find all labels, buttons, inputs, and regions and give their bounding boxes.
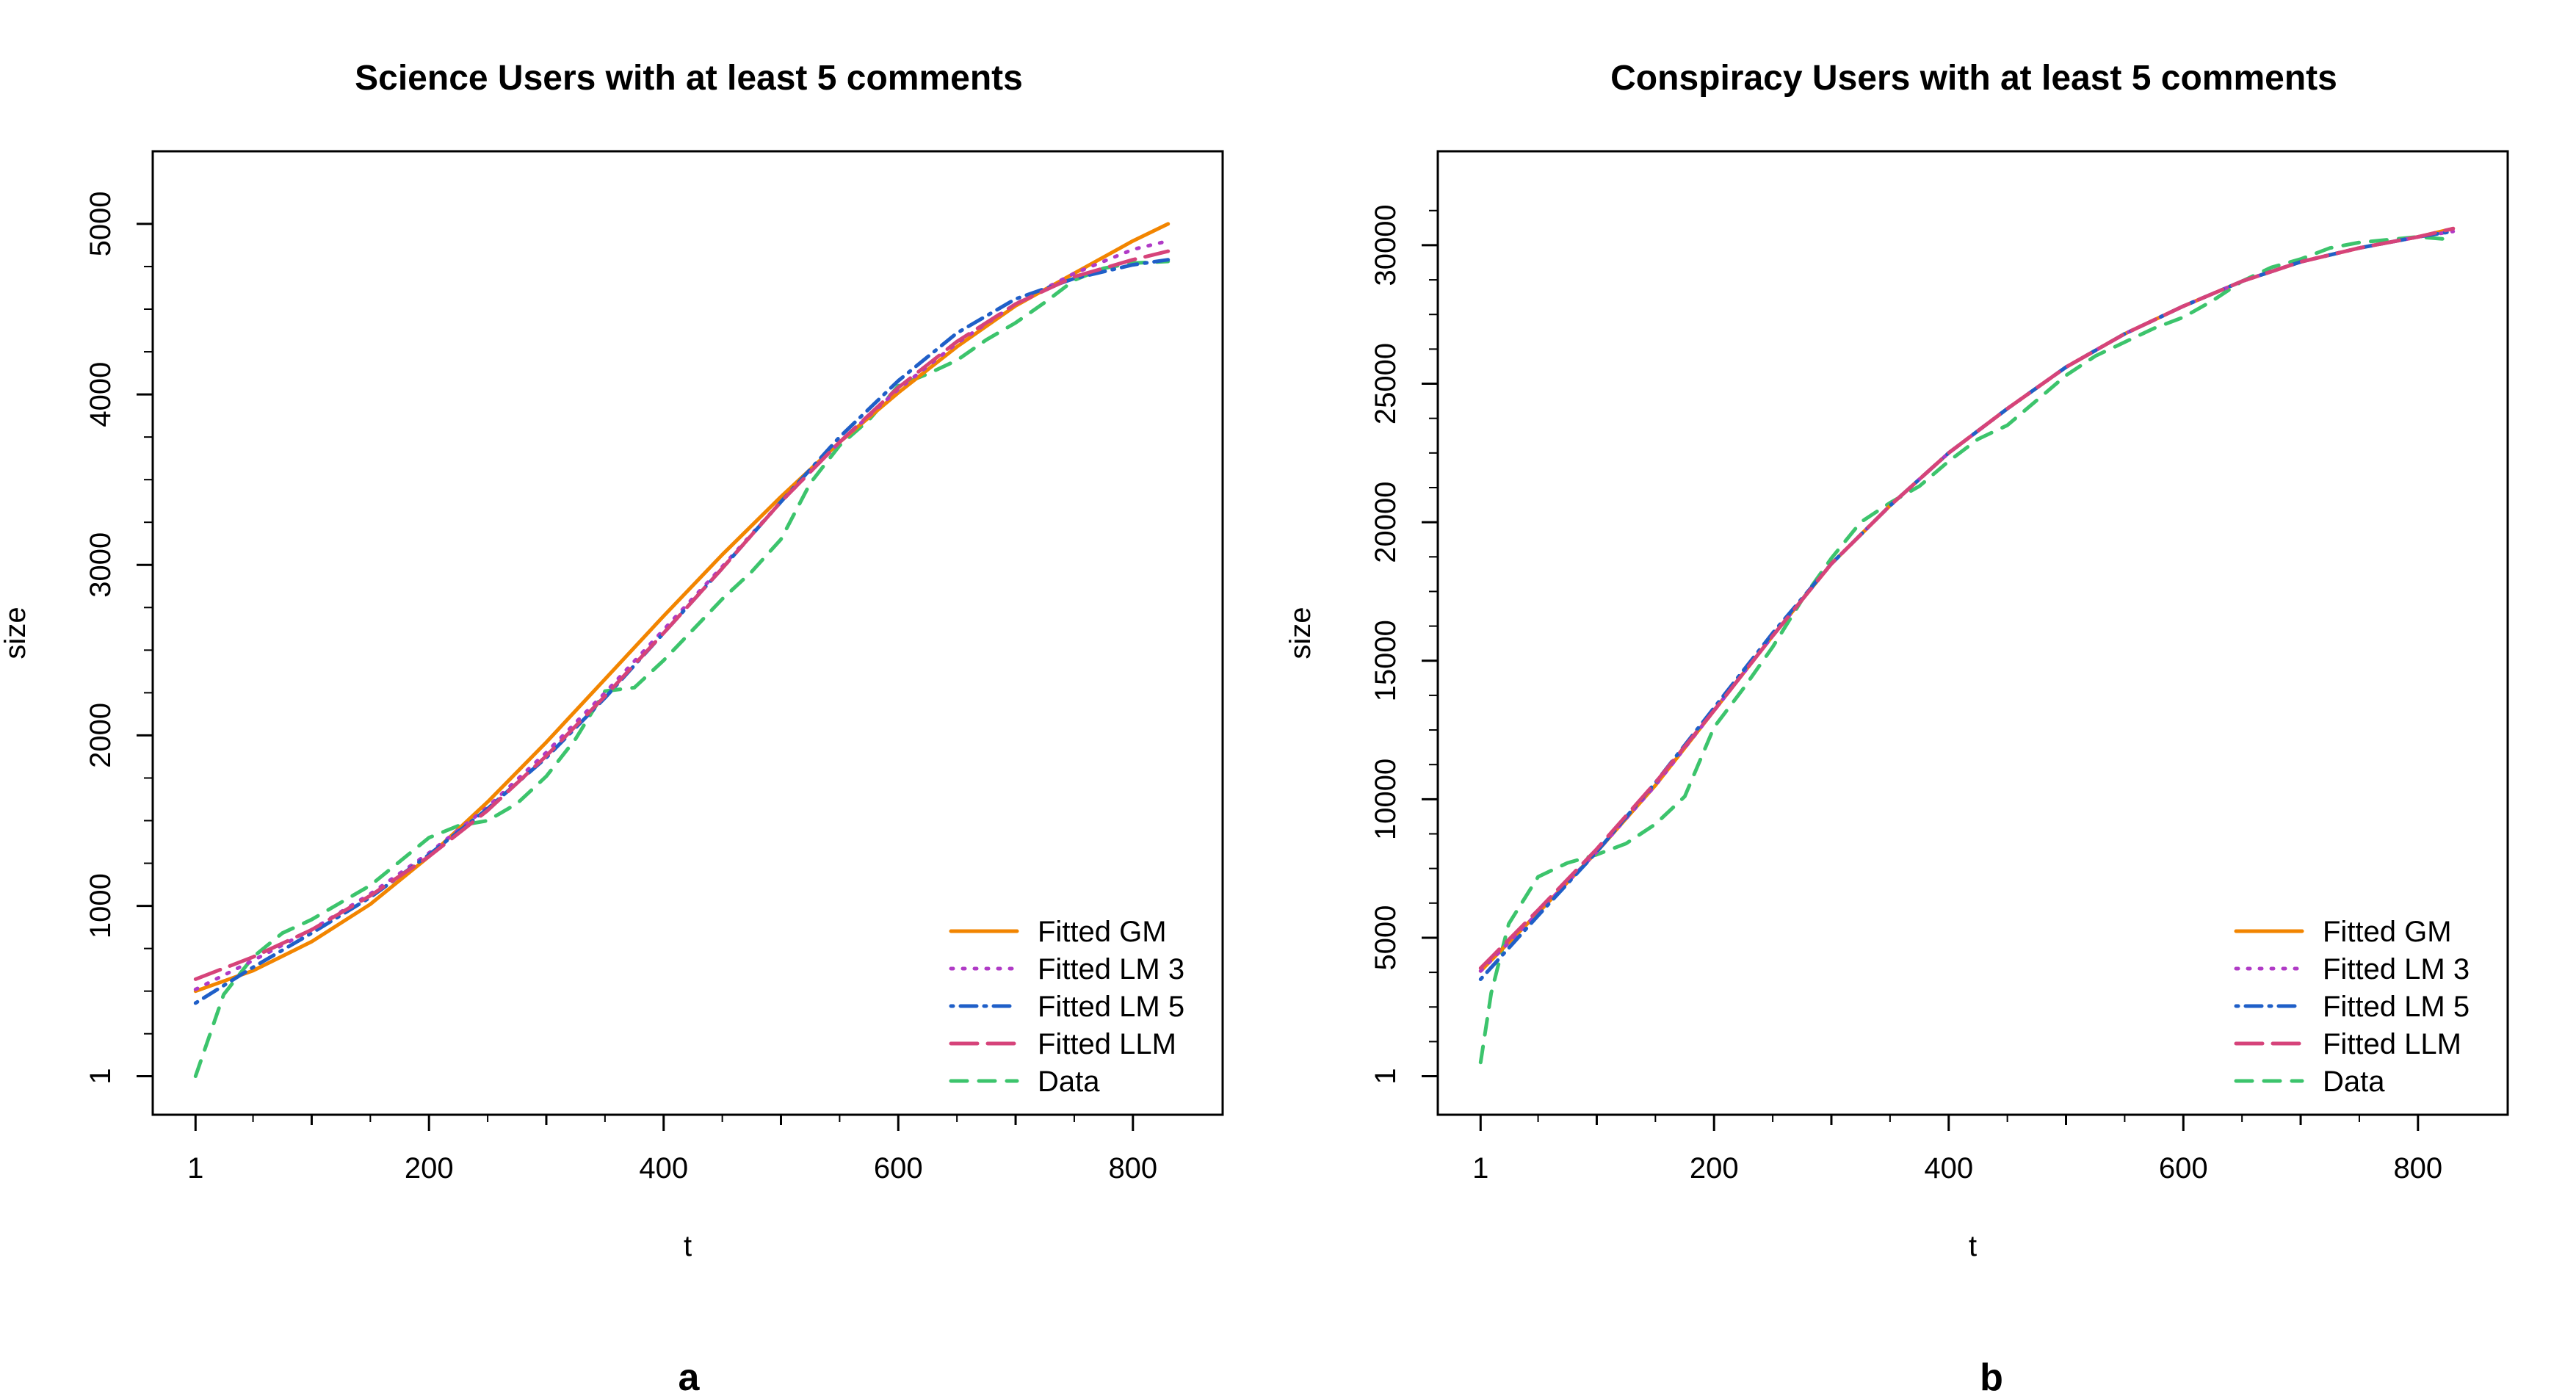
series-line-fitted-lm-5	[193, 258, 1171, 1005]
y-tick-label: 30000	[1370, 204, 1402, 286]
panel-letter: b	[1980, 1356, 2003, 1396]
series-line-data	[193, 259, 1171, 1078]
y-tick-label: 4000	[84, 362, 117, 427]
series-line-fitted-lm-5	[1478, 229, 2456, 981]
legend-label: Fitted GM	[1038, 916, 1167, 948]
legend-label: Data	[1038, 1066, 1100, 1098]
legend-label: Fitted LLM	[1038, 1028, 1176, 1060]
x-tick-label: 600	[874, 1152, 923, 1185]
x-tick-label: 400	[639, 1152, 688, 1185]
x-tick-label: 800	[2393, 1152, 2442, 1185]
y-tick-label: 5000	[84, 191, 117, 256]
legend: Fitted GM Fitted LM 3 Fitted LM 5 Fitted LL…	[949, 916, 1184, 1098]
legend: Fitted GM Fitted LM 3 Fitted LM 5 Fitted LL…	[2234, 916, 2470, 1098]
series-line-fitted-llm	[193, 249, 1171, 981]
x-axis-label: t	[1969, 1230, 1977, 1262]
panel-letter: a	[679, 1356, 701, 1396]
legend-label: Data	[2323, 1066, 2385, 1098]
chart-title: Science Users with at least 5 comments	[355, 59, 1023, 98]
x-tick-label: 1	[187, 1152, 203, 1185]
chart-panel-a: Science Users with at least 5 comments 1 2…	[0, 59, 1224, 1396]
legend-label: Fitted LM 3	[2323, 953, 2470, 985]
x-tick-label: 400	[1924, 1152, 1973, 1185]
y-tick-label: 10000	[1370, 759, 1402, 840]
legend-label: Fitted LM 5	[2323, 991, 2470, 1023]
series-line-fitted-gm	[1478, 226, 2456, 973]
x-tick-label: 600	[2159, 1152, 2208, 1185]
legend-label: Fitted LM 5	[1038, 991, 1184, 1023]
chart-title: Conspiracy Users with at least 5 comment…	[1610, 59, 2337, 98]
legend-label: Fitted GM	[2323, 916, 2452, 948]
y-tick-label: 20000	[1370, 482, 1402, 563]
y-axis-label: size	[0, 607, 32, 659]
y-tick-label: 2000	[84, 703, 117, 768]
y-tick-label: 5000	[1370, 905, 1402, 970]
series-line-data	[1478, 235, 2456, 1065]
y-tick-label: 1	[1370, 1068, 1402, 1084]
y-tick-label: 1	[84, 1068, 117, 1084]
y-tick-label: 25000	[1370, 343, 1402, 424]
legend-label: Fitted LM 3	[1038, 953, 1184, 985]
y-tick-label: 1000	[84, 873, 117, 938]
plot-frame	[1436, 150, 2509, 1116]
series-line-fitted-llm	[1478, 226, 2456, 970]
x-tick-label: 200	[1690, 1152, 1739, 1185]
x-tick-label: 800	[1108, 1152, 1157, 1185]
y-tick-label: 3000	[84, 532, 117, 598]
x-axis-label: t	[684, 1230, 692, 1262]
series-line-fitted-lm-3	[1478, 229, 2456, 973]
x-tick-label: 1	[1472, 1152, 1488, 1185]
chart-panel-b: Conspiracy Users with at least 5 comment…	[1284, 59, 2509, 1396]
plot-frame	[151, 150, 1224, 1116]
x-tick-label: 200	[405, 1152, 454, 1185]
y-tick-label: 15000	[1370, 620, 1402, 701]
y-axis-label: size	[1284, 607, 1317, 659]
legend-label: Fitted LLM	[2323, 1028, 2461, 1060]
